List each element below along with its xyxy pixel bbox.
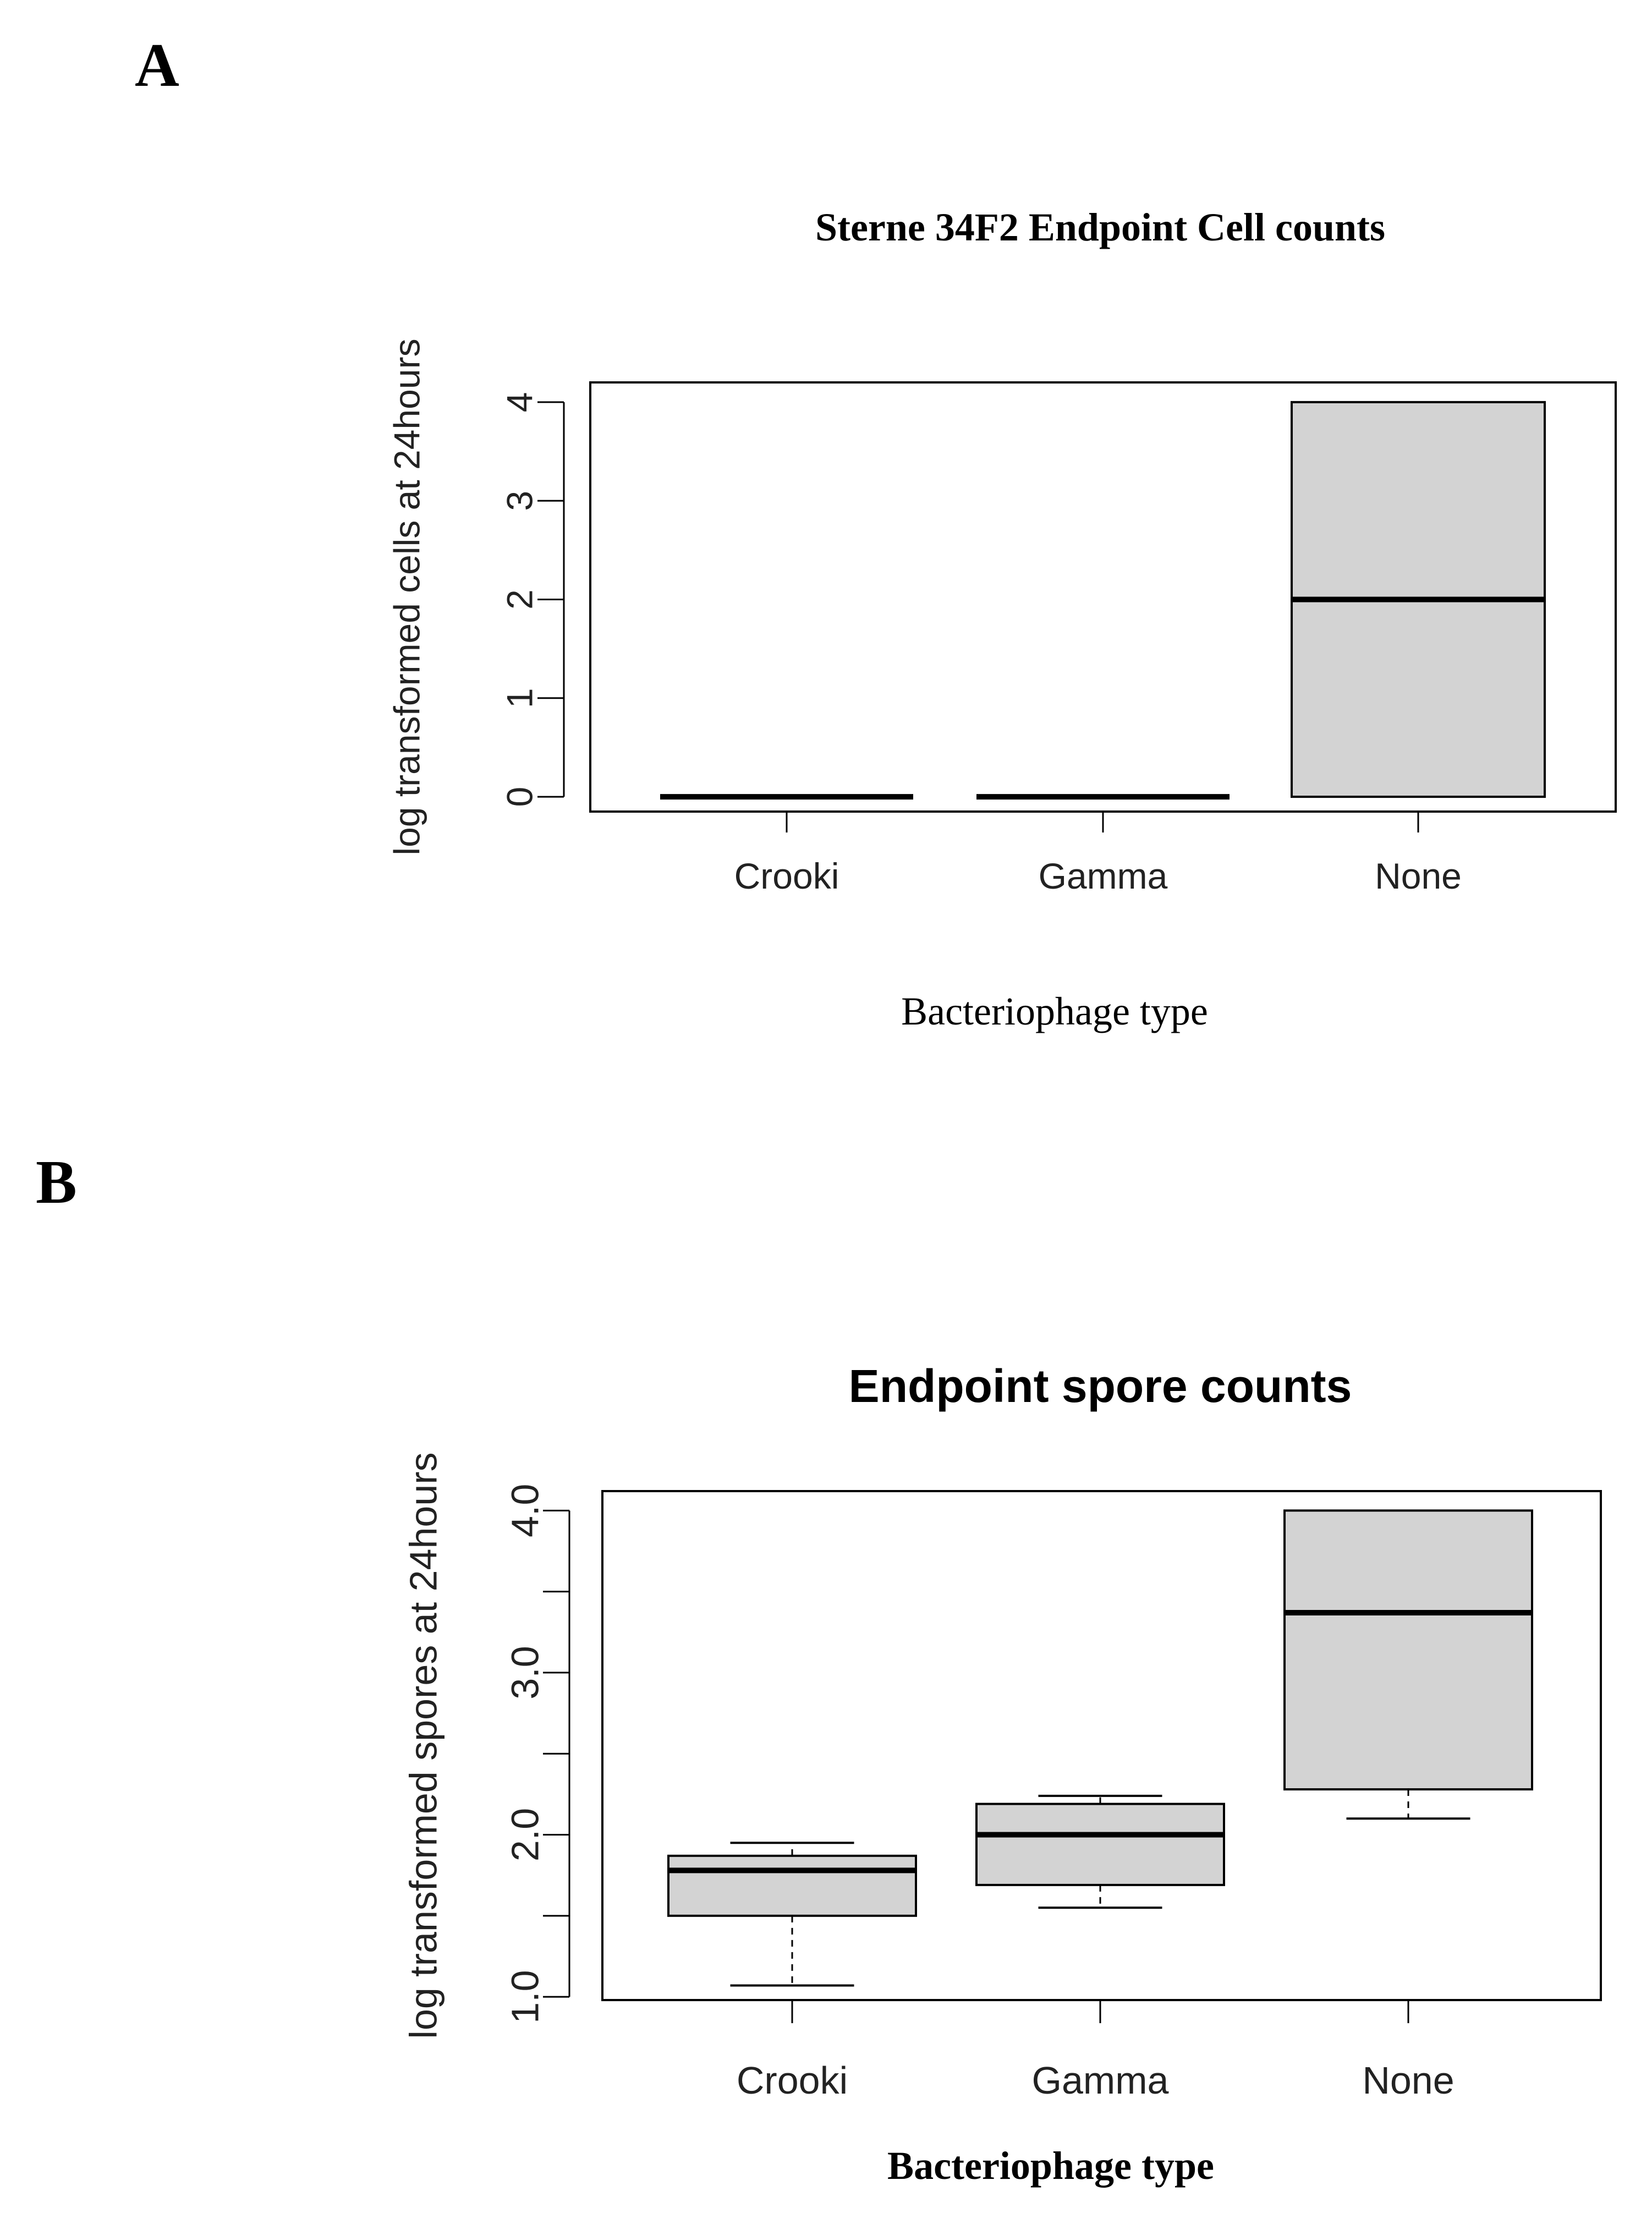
panel-label-a: A [135, 31, 179, 100]
panel-label-b: B [36, 1148, 77, 1217]
x-axis-label: Bacteriophage type [887, 2144, 1214, 2188]
x-tick-label: Crooki [734, 856, 839, 896]
box-gamma [975, 1803, 1225, 1886]
x-tick-label: Crooki [737, 2059, 848, 2102]
y-tick-label: 1.0 [503, 1970, 546, 2023]
x-tick-label: Gamma [1039, 856, 1168, 896]
y-tick-label: 4.0 [503, 1484, 546, 1537]
plot-frame [601, 1490, 1602, 2001]
box-crooki [667, 1854, 917, 1917]
y-tick-label: 1 [499, 688, 540, 708]
y-axis-label: log transformed cells at 24hours [386, 338, 427, 855]
x-tick-label: Gamma [1032, 2059, 1169, 2102]
x-tick-label: None [1375, 856, 1462, 896]
y-tick-label: 3.0 [503, 1646, 546, 1699]
y-axis-label: log transformed spores at 24hours [402, 1452, 444, 2039]
x-axis-label: Bacteriophage type [901, 989, 1208, 1033]
y-tick-label: 0 [499, 787, 540, 807]
x-tick-label: None [1362, 2059, 1454, 2102]
box-none [1283, 1509, 1533, 1791]
y-tick-label: 3 [499, 491, 540, 511]
y-tick-label: 4 [499, 392, 540, 413]
y-tick-label: 2.0 [503, 1808, 546, 1861]
y-tick-label: 2 [499, 589, 540, 610]
chart-title: Sterne 34F2 Endpoint Cell counts [815, 205, 1385, 249]
chart-title: Endpoint spore counts [849, 1360, 1352, 1412]
